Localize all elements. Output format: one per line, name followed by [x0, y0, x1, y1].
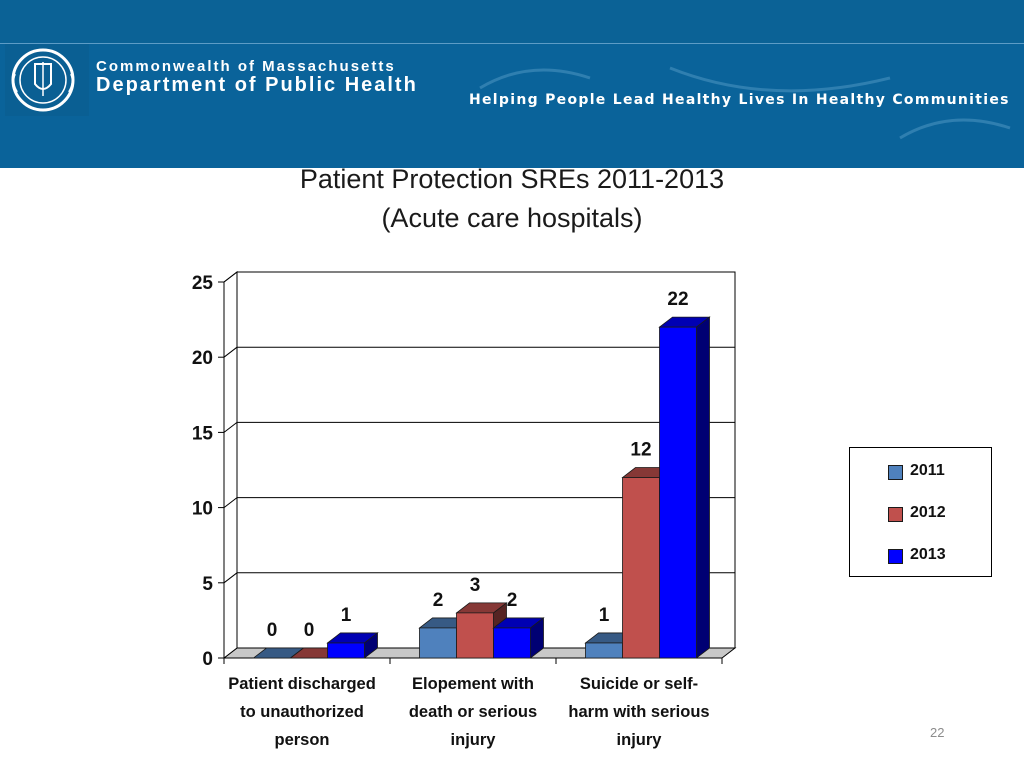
bar-side	[696, 316, 710, 659]
header-banner: Commonwealth of Massachusetts Department…	[0, 0, 1024, 168]
y-tick-label: 5	[202, 574, 213, 595]
bar-2012	[622, 477, 660, 659]
org-name-line1: Commonwealth of Massachusetts	[96, 58, 396, 75]
data-label: 3	[470, 575, 481, 596]
data-label: 22	[667, 289, 688, 310]
banner-top-band	[0, 0, 1024, 43]
y-tick-label: 20	[192, 348, 213, 369]
data-label: 1	[599, 605, 610, 626]
x-category-label-line: harm with serious	[568, 703, 710, 721]
legend-swatch	[888, 465, 903, 480]
x-category-label-line: Suicide or self-	[579, 675, 699, 693]
data-label: 0	[267, 620, 278, 641]
gridline-diag	[223, 346, 238, 358]
legend-label: 2011	[910, 462, 945, 479]
x-category-label: Suicide or self-harm with serious injury	[554, 670, 724, 754]
x-category-label-line: injury	[616, 731, 662, 749]
x-category-label: Elopement with death or serious injury	[388, 670, 558, 754]
gridline-diag	[223, 422, 238, 433]
bar-2011	[419, 627, 457, 659]
x-category-label: Patient discharged to unauthorized person	[217, 670, 387, 754]
laurel-decoration-icon	[479, 66, 1011, 140]
chart-subtitle: (Acute care hospitals)	[381, 203, 643, 233]
legend-label: 2012	[910, 504, 946, 521]
data-label: 0	[304, 620, 315, 641]
bar-2012	[456, 612, 494, 659]
y-tick-label: 0	[202, 649, 213, 670]
data-label: 2	[433, 590, 444, 611]
data-label: 12	[630, 440, 651, 461]
gridline-diag	[223, 497, 238, 508]
bar-2013	[327, 642, 365, 659]
x-category-label-line: Elopement with	[412, 675, 534, 693]
x-category-label-line: death or serious	[408, 703, 538, 721]
gridline-diag	[223, 572, 238, 584]
bar-2011	[585, 642, 623, 659]
legend-swatch	[888, 507, 903, 522]
gridline-diag	[223, 271, 238, 283]
x-category-label-line: to unauthorized	[240, 703, 364, 721]
plot-side-wall	[223, 270, 238, 660]
y-tick-label: 15	[192, 423, 214, 444]
legend-label: 2013	[910, 546, 946, 563]
legend-swatch	[888, 549, 903, 564]
x-category-label-line: person	[274, 731, 330, 749]
data-label: 2	[507, 590, 518, 611]
bar-2013	[493, 627, 531, 659]
y-tick-label: 10	[192, 499, 213, 520]
y-tick-label: 25	[192, 273, 214, 294]
bar-2013	[659, 326, 697, 659]
data-label: 1	[341, 605, 352, 626]
page-number: 22	[930, 725, 945, 740]
x-category-label-line: injury	[450, 731, 496, 749]
chart-legend: 2011 2012 2013	[849, 447, 992, 577]
x-category-label-line: Patient discharged	[228, 675, 376, 693]
massachusetts-seal-logo	[5, 44, 89, 116]
tagline: Helping People Lead Healthy Lives In Hea…	[469, 92, 1010, 108]
chart-title: Patient Protection SREs 2011-2013	[299, 164, 725, 194]
banner-divider	[0, 43, 1024, 44]
org-name-line2: Department of Public Health	[96, 74, 418, 96]
